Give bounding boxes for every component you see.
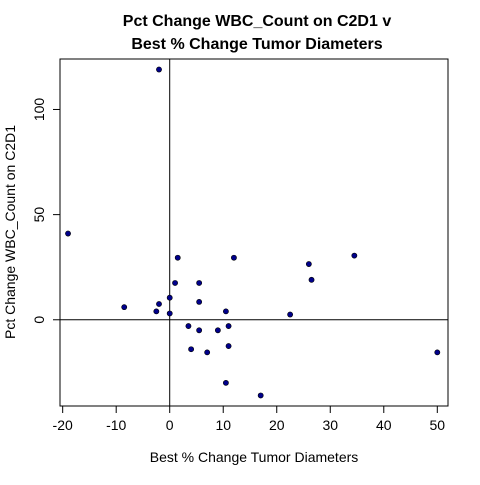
data-point [204, 349, 211, 356]
data-point [185, 323, 192, 329]
data-point [196, 298, 203, 305]
x-axis-label: Best % Change Tumor Diameters [150, 449, 359, 465]
y-tick-label: 0 [31, 316, 47, 324]
data-point [156, 301, 162, 307]
data-point [434, 349, 441, 356]
data-point [188, 346, 195, 353]
x-tick-label: 20 [269, 417, 285, 433]
data-point [287, 311, 294, 318]
data-point [65, 230, 71, 237]
x-tick-label: -20 [53, 417, 73, 433]
data-point [196, 280, 203, 286]
data-point [196, 327, 203, 334]
y-axis: 0 50 100 [31, 98, 61, 324]
x-tick-label: 0 [166, 417, 174, 433]
data-point [225, 343, 232, 349]
chart-title-line-2: Best % Change Tumor Diameters [131, 36, 382, 53]
data-point [223, 308, 229, 315]
reference-lines [60, 59, 448, 406]
data-point [172, 280, 178, 286]
y-axis-label: Pct Change WBC_Count on C2D1 [2, 125, 18, 339]
data-point [305, 261, 312, 267]
data-point [166, 294, 173, 301]
data-point [166, 310, 173, 317]
data-points [65, 66, 441, 399]
plot-frame [59, 58, 449, 407]
x-axis: -20 -10 0 10 20 30 40 50 [53, 405, 446, 433]
x-tick-label: 50 [430, 417, 446, 433]
x-tick-label: 10 [215, 417, 231, 433]
y-tick-label: 100 [31, 98, 47, 122]
data-point [351, 252, 358, 259]
data-point [156, 66, 162, 73]
x-tick-label: 40 [376, 417, 392, 433]
data-point [257, 392, 264, 399]
data-point [214, 327, 221, 334]
x-tick-label: -10 [106, 417, 126, 433]
data-point [308, 276, 315, 283]
chart-title-line-1: Pct Change WBC_Count on C2D1 v [123, 13, 392, 30]
y-tick-label: 50 [31, 207, 47, 223]
data-point [174, 254, 181, 261]
x-tick-label: 30 [322, 417, 338, 433]
data-point [223, 379, 229, 386]
data-point [225, 323, 232, 329]
data-point [153, 308, 160, 315]
data-point [121, 304, 128, 311]
data-point [231, 254, 237, 261]
